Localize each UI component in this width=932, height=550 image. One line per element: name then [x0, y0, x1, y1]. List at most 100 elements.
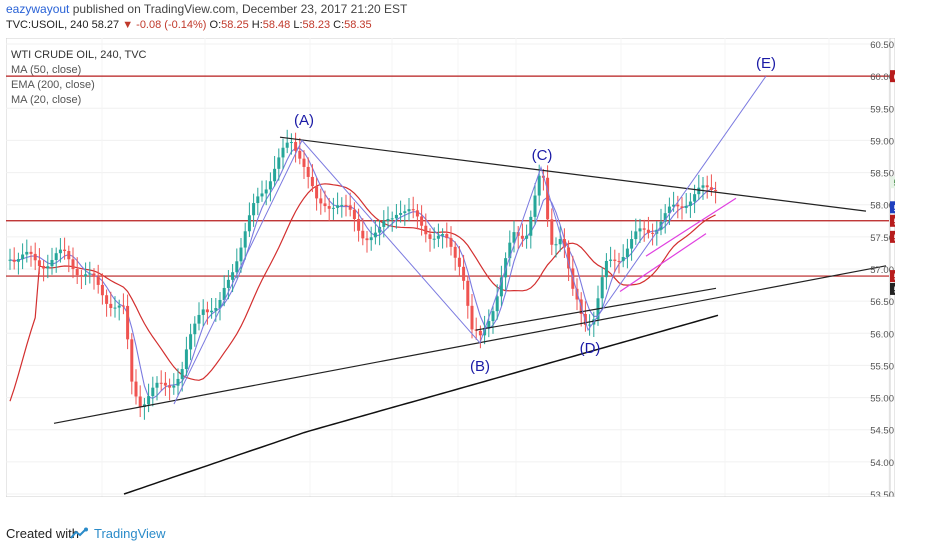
candle-body: [63, 249, 67, 252]
candle-body: [285, 142, 289, 148]
candle-body: [205, 309, 209, 313]
candle-body: [478, 330, 482, 336]
last-price: 58.27: [91, 19, 120, 31]
candle-body: [302, 158, 306, 167]
price-tag-label: 60.00: [894, 72, 895, 83]
wave-label: (D): [580, 340, 601, 357]
candle-body: [680, 206, 684, 208]
y-tick-label: 60.50: [870, 40, 894, 51]
candle-body: [226, 279, 230, 288]
candle-body: [390, 218, 394, 220]
candle-body: [344, 204, 348, 206]
candle-body: [268, 181, 272, 190]
candle-body: [121, 305, 125, 307]
candle-body: [646, 229, 650, 233]
candle-body: [50, 259, 54, 267]
candle-body: [273, 168, 277, 182]
candle-body: [562, 238, 566, 248]
wave-label: (A): [294, 112, 314, 129]
candle-body: [16, 259, 20, 262]
candle-body: [520, 235, 524, 239]
candle-body: [327, 206, 331, 209]
candle-body: [189, 334, 193, 350]
candle-body: [113, 307, 117, 309]
author-link[interactable]: eazywayout: [6, 2, 70, 16]
candle-body: [210, 310, 214, 313]
y-tick-label: 55.00: [870, 394, 894, 405]
close-value: 58.35: [344, 19, 372, 31]
price-tag-bg: [890, 176, 895, 189]
candle-body: [617, 260, 621, 262]
candle-body: [457, 257, 461, 267]
candle-body: [281, 147, 285, 158]
candle-body: [449, 238, 453, 247]
candle-body: [361, 230, 365, 239]
candle-body: [709, 187, 713, 190]
y-tick-label: 57.00: [870, 265, 894, 276]
legend-ma20: MA (20, close): [11, 94, 81, 106]
wave-labels: (A) (B) (C) (D) (E): [173, 55, 776, 405]
publication-header: eazywayout published on TradingView.com,…: [6, 2, 407, 16]
price-chart[interactable]: (A) (B) (C) (D) (E) WTI CRUDE OIL, 240, TVC …: [6, 38, 895, 497]
candle-body: [604, 260, 608, 278]
candle-body: [642, 228, 646, 230]
candle-body: [109, 303, 113, 308]
candle-body: [33, 253, 37, 261]
y-tick-label: 53.50: [870, 490, 894, 497]
price-axis[interactable]: 60.50 60.00 59.50 59.00 58.50 58.00 57.50 57.00…: [870, 38, 894, 497]
candle-body: [37, 260, 41, 266]
candle-body: [558, 238, 562, 245]
candle-body: [512, 232, 516, 243]
candle-body: [180, 369, 184, 379]
candle-body: [352, 209, 356, 220]
candle-body: [298, 150, 302, 159]
candle-body: [12, 259, 16, 262]
candle-body: [310, 176, 314, 187]
candle-body: [684, 205, 688, 208]
chart-border: [6, 38, 895, 497]
candle-body: [21, 254, 25, 260]
close-label: C:: [333, 19, 345, 31]
candle-body: [386, 219, 390, 221]
candle-body: [319, 198, 323, 204]
candle-body: [289, 142, 293, 144]
candle-body: [697, 187, 701, 195]
price-tag-label: 58.35: [894, 178, 895, 189]
price-tag-label: 56.89: [894, 272, 895, 283]
wave-path: [173, 75, 767, 405]
candle-body: [567, 247, 571, 269]
candle-body: [184, 349, 188, 370]
candle-body: [231, 272, 235, 280]
candle-body: [168, 385, 172, 388]
channel-low-line: [619, 233, 707, 292]
tradingview-brand-link[interactable]: TradingView: [94, 526, 166, 541]
candle-body: [331, 207, 335, 209]
created-with-label: Created with: [6, 526, 79, 541]
candle-body: [420, 216, 424, 226]
candle-body: [105, 295, 109, 304]
price-tag-label: 57.96: [894, 203, 895, 214]
candle-body: [252, 203, 256, 216]
indicator-legend: WTI CRUDE OIL, 240, TVC MA (50, close) E…: [11, 49, 147, 106]
candle-body: [8, 259, 12, 261]
candle-body: [676, 204, 680, 207]
price-tag-bg: [890, 214, 895, 227]
candle-body: [529, 216, 533, 236]
candle-body: [214, 308, 218, 311]
candle-body: [336, 205, 340, 208]
candle-body: [424, 225, 428, 235]
candle-body: [163, 382, 167, 386]
trendlines[interactable]: [53, 136, 887, 424]
candle-body: [600, 277, 604, 299]
candle-body: [701, 185, 705, 188]
support-trendline: [475, 287, 717, 331]
price-tag-bg: [890, 70, 895, 83]
candle-body: [625, 248, 629, 257]
price-tag-bg: [890, 230, 895, 243]
candle-body: [193, 323, 197, 335]
open-label: O:: [209, 19, 222, 31]
candle-body: [147, 396, 151, 405]
candle-body: [453, 246, 457, 258]
footer: Created with TradingView: [0, 518, 932, 550]
candle-body: [621, 256, 625, 262]
